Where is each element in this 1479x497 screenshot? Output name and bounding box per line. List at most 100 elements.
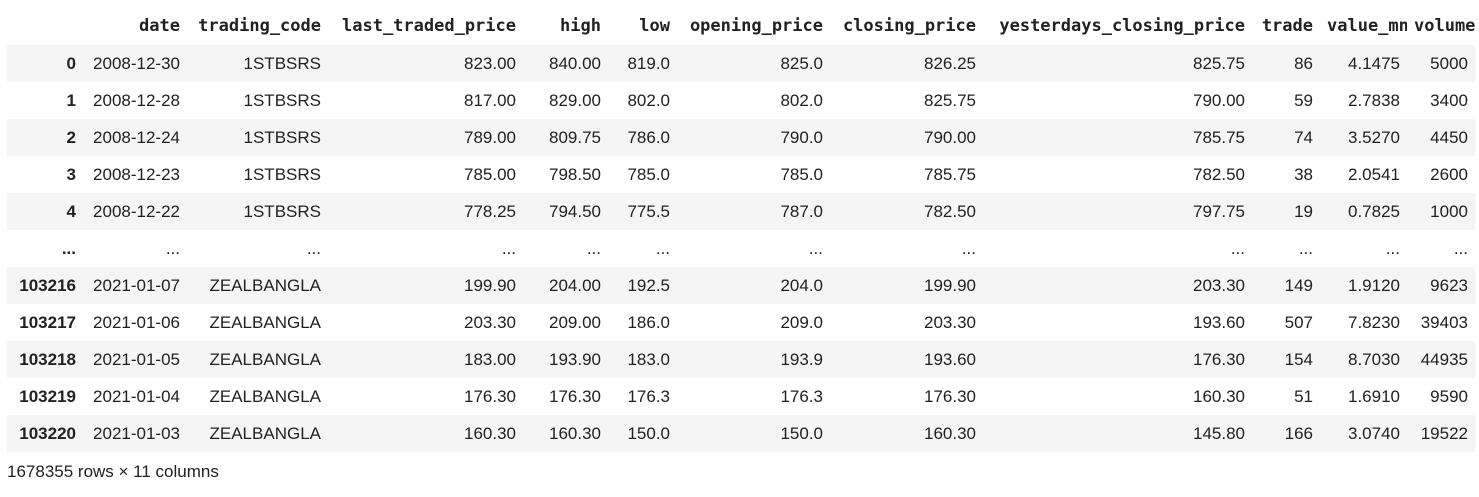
cell-closing-price: 782.50 — [924, 201, 976, 221]
cell-value-mn: 4.1475 — [1348, 53, 1400, 73]
cell-low: 819.0 — [627, 53, 670, 73]
cell-last-traded-price: ... — [501, 238, 516, 258]
cell-trade: 166 — [1284, 423, 1313, 443]
cell-volume: 44935 — [1420, 349, 1468, 369]
cell-last-traded-price: 199.90 — [464, 275, 516, 295]
cell-date: 2021-01-07 — [93, 275, 180, 295]
table-row: 103216 2021-01-07 ZEALBANGLA 199.90 204.00 19… — [7, 267, 1475, 304]
cell-opening-price: 785.0 — [780, 164, 823, 184]
cell-low: 775.5 — [627, 201, 670, 221]
table-row: 103217 2021-01-06 ZEALBANGLA 203.30 209.00 18… — [7, 304, 1475, 341]
cell-last-traded-price: 823.00 — [464, 53, 516, 73]
table-row: 3 2008-12-23 1STBSRS 785.00 798.50 785.0 785.0… — [7, 156, 1475, 193]
cell-yesterdays-closing-price: 160.30 — [1193, 386, 1245, 406]
cell-high: 794.50 — [549, 201, 601, 221]
column-header-yesterdays-closing-price: yesterdays_closing_price — [999, 16, 1245, 36]
column-header-low: low — [639, 16, 670, 36]
cell-volume: 9590 — [1430, 386, 1468, 406]
cell-date: 2008-12-23 — [93, 164, 180, 184]
cell-high: 176.30 — [549, 386, 601, 406]
cell-date: ... — [165, 238, 180, 258]
cell-low: 186.0 — [627, 312, 670, 332]
cell-date: 2008-12-22 — [93, 201, 180, 221]
column-header-closing-price: closing_price — [842, 16, 976, 36]
cell-high: ... — [586, 238, 601, 258]
cell-volume: 1000 — [1430, 201, 1468, 221]
cell-opening-price: 209.0 — [780, 312, 823, 332]
cell-value-mn: 2.7838 — [1348, 90, 1400, 110]
cell-trading-code: 1STBSRS — [243, 90, 321, 110]
cell-closing-price: 203.30 — [924, 312, 976, 332]
cell-trade: 149 — [1284, 275, 1313, 295]
table-row: 4 2008-12-22 1STBSRS 778.25 794.50 775.5 787.0… — [7, 193, 1475, 230]
cell-trading-code: 1STBSRS — [243, 201, 321, 221]
cell-yesterdays-closing-price: 825.75 — [1193, 53, 1245, 73]
row-index: 3 — [66, 164, 76, 184]
cell-date: 2008-12-24 — [93, 127, 180, 147]
table-row: 103219 2021-01-04 ZEALBANGLA 176.30 176.30 17… — [7, 378, 1475, 415]
cell-yesterdays-closing-price: 193.60 — [1193, 312, 1245, 332]
dataframe-output: date trading_code last_traded_price high… — [7, 7, 1475, 452]
cell-yesterdays-closing-price: ... — [1230, 238, 1245, 258]
cell-low: 192.5 — [627, 275, 670, 295]
cell-date: 2021-01-06 — [93, 312, 180, 332]
table-row: 1 2008-12-28 1STBSRS 817.00 829.00 802.0 802.0… — [7, 82, 1475, 119]
cell-volume: 19522 — [1420, 423, 1468, 443]
cell-last-traded-price: 817.00 — [464, 90, 516, 110]
cell-low: 802.0 — [627, 90, 670, 110]
cell-closing-price: 199.90 — [924, 275, 976, 295]
row-index: 103219 — [19, 386, 76, 406]
cell-last-traded-price: 789.00 — [464, 127, 516, 147]
column-header-index — [7, 7, 83, 45]
cell-value-mn: 3.5270 — [1348, 127, 1400, 147]
cell-high: 840.00 — [549, 53, 601, 73]
cell-trading-code: ZEALBANGLA — [209, 275, 322, 295]
row-index: 2 — [66, 127, 76, 147]
cell-trade: ... — [1298, 238, 1313, 258]
cell-trading-code: ... — [306, 238, 321, 258]
cell-opening-price: 825.0 — [780, 53, 823, 73]
cell-trading-code: ZEALBANGLA — [209, 349, 322, 369]
table-body: 0 2008-12-30 1STBSRS 823.00 840.00 819.0 825.0… — [7, 45, 1475, 452]
row-index: 103218 — [19, 349, 76, 369]
cell-opening-price: 790.0 — [780, 127, 823, 147]
cell-closing-price: 160.30 — [924, 423, 976, 443]
cell-value-mn: 7.8230 — [1348, 312, 1400, 332]
cell-high: 829.00 — [549, 90, 601, 110]
cell-yesterdays-closing-price: 797.75 — [1193, 201, 1245, 221]
cell-last-traded-price: 778.25 — [464, 201, 516, 221]
row-index: 103220 — [19, 423, 76, 443]
cell-trade: 38 — [1294, 164, 1313, 184]
cell-opening-price: 802.0 — [780, 90, 823, 110]
cell-date: 2008-12-30 — [93, 53, 180, 73]
cell-date: 2008-12-28 — [93, 90, 180, 110]
column-header-last-traded-price: last_traded_price — [342, 16, 516, 36]
cell-closing-price: 790.00 — [924, 127, 976, 147]
column-header-trading-code: trading_code — [198, 16, 321, 36]
cell-opening-price: 787.0 — [780, 201, 823, 221]
cell-low: ... — [655, 238, 670, 258]
header-row: date trading_code last_traded_price high… — [7, 7, 1475, 45]
cell-trade: 507 — [1284, 312, 1313, 332]
cell-opening-price: 150.0 — [780, 423, 823, 443]
row-index: 1 — [66, 90, 76, 110]
cell-opening-price: 176.3 — [780, 386, 823, 406]
table-row: 0 2008-12-30 1STBSRS 823.00 840.00 819.0 825.0… — [7, 45, 1475, 82]
table-row: 103220 2021-01-03 ZEALBANGLA 160.30 160.30 15… — [7, 415, 1475, 452]
cell-date: 2021-01-04 — [93, 386, 180, 406]
cell-closing-price: 176.30 — [924, 386, 976, 406]
cell-closing-price: 826.25 — [924, 53, 976, 73]
cell-trade: 51 — [1294, 386, 1313, 406]
table-row: 2 2008-12-24 1STBSRS 789.00 809.75 786.0 790.0… — [7, 119, 1475, 156]
cell-opening-price: ... — [808, 238, 823, 258]
row-index: 103217 — [19, 312, 76, 332]
column-header-high: high — [560, 16, 601, 36]
column-header-opening-price: opening_price — [689, 16, 823, 36]
cell-yesterdays-closing-price: 782.50 — [1193, 164, 1245, 184]
cell-high: 809.75 — [549, 127, 601, 147]
cell-trade: 59 — [1294, 90, 1313, 110]
cell-value-mn: 1.9120 — [1348, 275, 1400, 295]
cell-volume: 39403 — [1420, 312, 1468, 332]
cell-volume: 3400 — [1430, 90, 1468, 110]
cell-value-mn: 0.7825 — [1348, 201, 1400, 221]
